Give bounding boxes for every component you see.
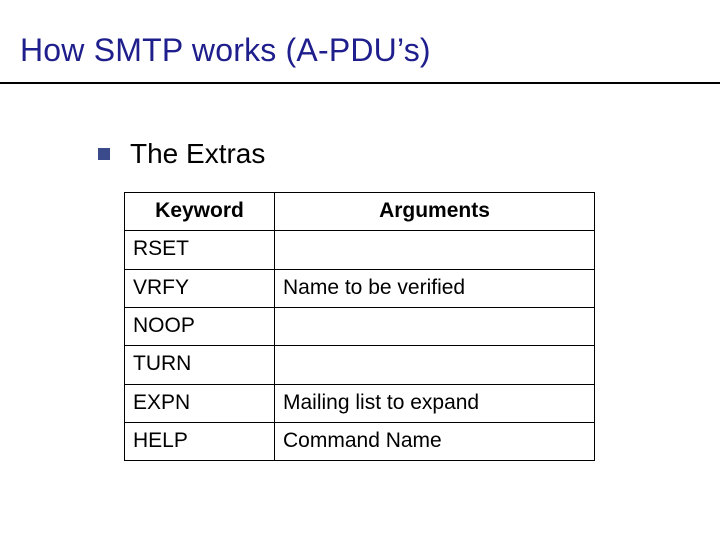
cell-keyword: HELP [125, 423, 275, 461]
cell-keyword: EXPN [125, 384, 275, 422]
cell-keyword: RSET [125, 231, 275, 269]
bullet-row: The Extras [98, 138, 265, 170]
bullet-text: The Extras [130, 138, 265, 170]
cell-arguments: Mailing list to expand [275, 384, 595, 422]
square-bullet-icon [98, 148, 110, 160]
table-row: EXPN Mailing list to expand [125, 384, 595, 422]
table-row: VRFY Name to be verified [125, 269, 595, 307]
title-underline [0, 82, 720, 84]
smtp-commands-table: Keyword Arguments RSET VRFY Name to be v… [124, 192, 595, 461]
column-header-keyword: Keyword [125, 193, 275, 231]
cell-arguments [275, 308, 595, 346]
table-row: TURN [125, 346, 595, 384]
cell-arguments [275, 231, 595, 269]
table-row: RSET [125, 231, 595, 269]
cell-keyword: VRFY [125, 269, 275, 307]
table-header-row: Keyword Arguments [125, 193, 595, 231]
column-header-arguments: Arguments [275, 193, 595, 231]
cell-arguments: Command Name [275, 423, 595, 461]
table-row: HELP Command Name [125, 423, 595, 461]
slide: How SMTP works (A-PDU’s) The Extras Keyw… [0, 0, 720, 540]
cell-arguments [275, 346, 595, 384]
table-row: NOOP [125, 308, 595, 346]
cell-keyword: NOOP [125, 308, 275, 346]
slide-title: How SMTP works (A-PDU’s) [20, 32, 431, 69]
cell-arguments: Name to be verified [275, 269, 595, 307]
cell-keyword: TURN [125, 346, 275, 384]
